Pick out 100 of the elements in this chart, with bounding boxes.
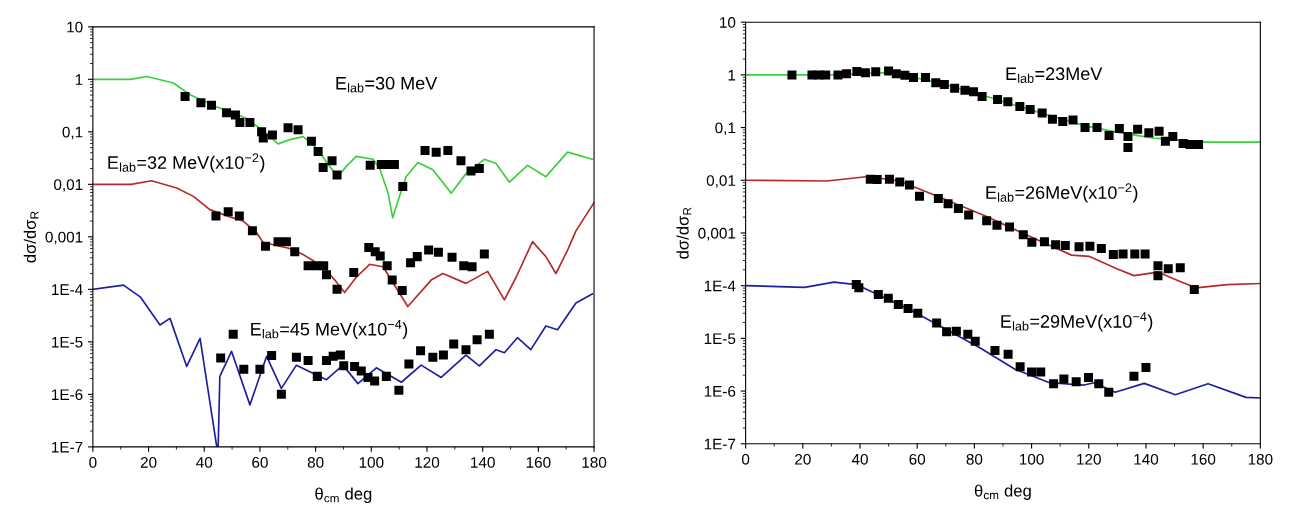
point	[247, 226, 257, 236]
point	[276, 389, 286, 399]
point	[230, 110, 240, 120]
x-tick-label: 80	[966, 453, 983, 465]
point	[883, 293, 893, 303]
point	[472, 335, 482, 345]
point	[977, 91, 987, 101]
annotation: E$_{lab}$=29MeV(x10$^{−4}$)	[1001, 312, 1153, 332]
point	[1080, 123, 1090, 133]
annotation: E$_{lab}$=30 MeV	[336, 76, 438, 93]
point	[1108, 250, 1118, 260]
point	[1175, 263, 1185, 273]
point	[1163, 264, 1173, 274]
x-tick-label: 120	[1077, 453, 1101, 465]
point	[327, 156, 337, 166]
y-tick-label: 0,01	[54, 179, 83, 192]
x-tick-label: 140	[471, 456, 495, 468]
point	[1129, 371, 1139, 381]
point	[356, 366, 366, 376]
point	[891, 69, 901, 79]
point	[1140, 249, 1150, 259]
point	[459, 261, 469, 271]
point	[871, 67, 881, 77]
point	[1168, 131, 1178, 141]
point	[951, 326, 961, 336]
point	[211, 211, 221, 221]
point	[456, 156, 466, 166]
y-tick-label: 0,001	[698, 227, 736, 241]
point	[398, 181, 408, 191]
point	[306, 136, 316, 146]
point	[992, 220, 1002, 230]
point	[942, 327, 952, 337]
point	[960, 85, 970, 95]
y-axis-title: dσ/dσ$_{R}$	[23, 211, 39, 263]
point	[904, 180, 914, 190]
point	[474, 164, 484, 174]
point	[1160, 136, 1170, 146]
point	[461, 345, 471, 355]
point	[293, 125, 303, 135]
point	[1060, 240, 1070, 250]
y-tick-label: 0,001	[45, 231, 83, 245]
line-series	[745, 281, 1261, 399]
point	[332, 284, 342, 294]
point	[1083, 373, 1093, 383]
point	[914, 191, 924, 201]
point	[428, 352, 438, 362]
point	[321, 270, 331, 280]
point	[852, 66, 862, 76]
point	[433, 247, 443, 257]
x-tick-label: 0	[89, 456, 97, 468]
point	[1018, 230, 1028, 240]
point	[1036, 367, 1046, 377]
y-tick-label: 0,1	[715, 122, 736, 136]
x-tick-label: 140	[1134, 453, 1159, 465]
point	[303, 356, 313, 366]
point	[1085, 241, 1095, 251]
point	[431, 147, 441, 157]
point	[1058, 117, 1068, 127]
point	[261, 241, 270, 251]
point	[1153, 271, 1163, 281]
point	[387, 275, 397, 285]
point	[1096, 243, 1106, 253]
point	[223, 207, 233, 217]
x-axis-title: θ$_{cm}$ deg	[315, 487, 372, 504]
point	[1003, 349, 1013, 359]
point	[982, 216, 992, 226]
y-tick-label: 1E-7	[704, 438, 736, 450]
y-tick-label: 1	[75, 74, 83, 85]
point	[1027, 367, 1037, 377]
point	[1154, 126, 1164, 136]
point	[950, 83, 960, 93]
point	[1071, 377, 1081, 387]
x-tick-label: 180	[1248, 453, 1273, 465]
point	[1130, 249, 1140, 259]
point	[1074, 242, 1084, 252]
point	[884, 174, 894, 184]
point	[397, 286, 407, 296]
point	[970, 336, 980, 346]
point	[318, 162, 328, 172]
x-tick-label: 160	[526, 456, 551, 468]
point	[884, 66, 894, 76]
y-tick-label: 1E-6	[52, 389, 83, 401]
y-tick-label: 1E-5	[704, 333, 736, 345]
x-tick-label: 60	[252, 456, 268, 468]
y-tick-label: 0,01	[706, 175, 736, 188]
point	[1015, 362, 1025, 372]
point	[291, 352, 301, 362]
point	[1123, 131, 1133, 141]
point	[1003, 97, 1013, 107]
x-tick-label: 100	[1019, 453, 1044, 465]
point	[913, 308, 923, 318]
y-tick-label: 1E-4	[704, 280, 736, 292]
x-tick-label: 100	[359, 456, 384, 468]
point	[394, 385, 404, 395]
y-tick-label: 10	[67, 21, 83, 33]
point	[1039, 237, 1049, 247]
point	[239, 364, 249, 374]
point	[873, 290, 883, 299]
y-axis-title: dσ/dσ$_{R}$	[676, 207, 692, 259]
point	[267, 350, 277, 360]
